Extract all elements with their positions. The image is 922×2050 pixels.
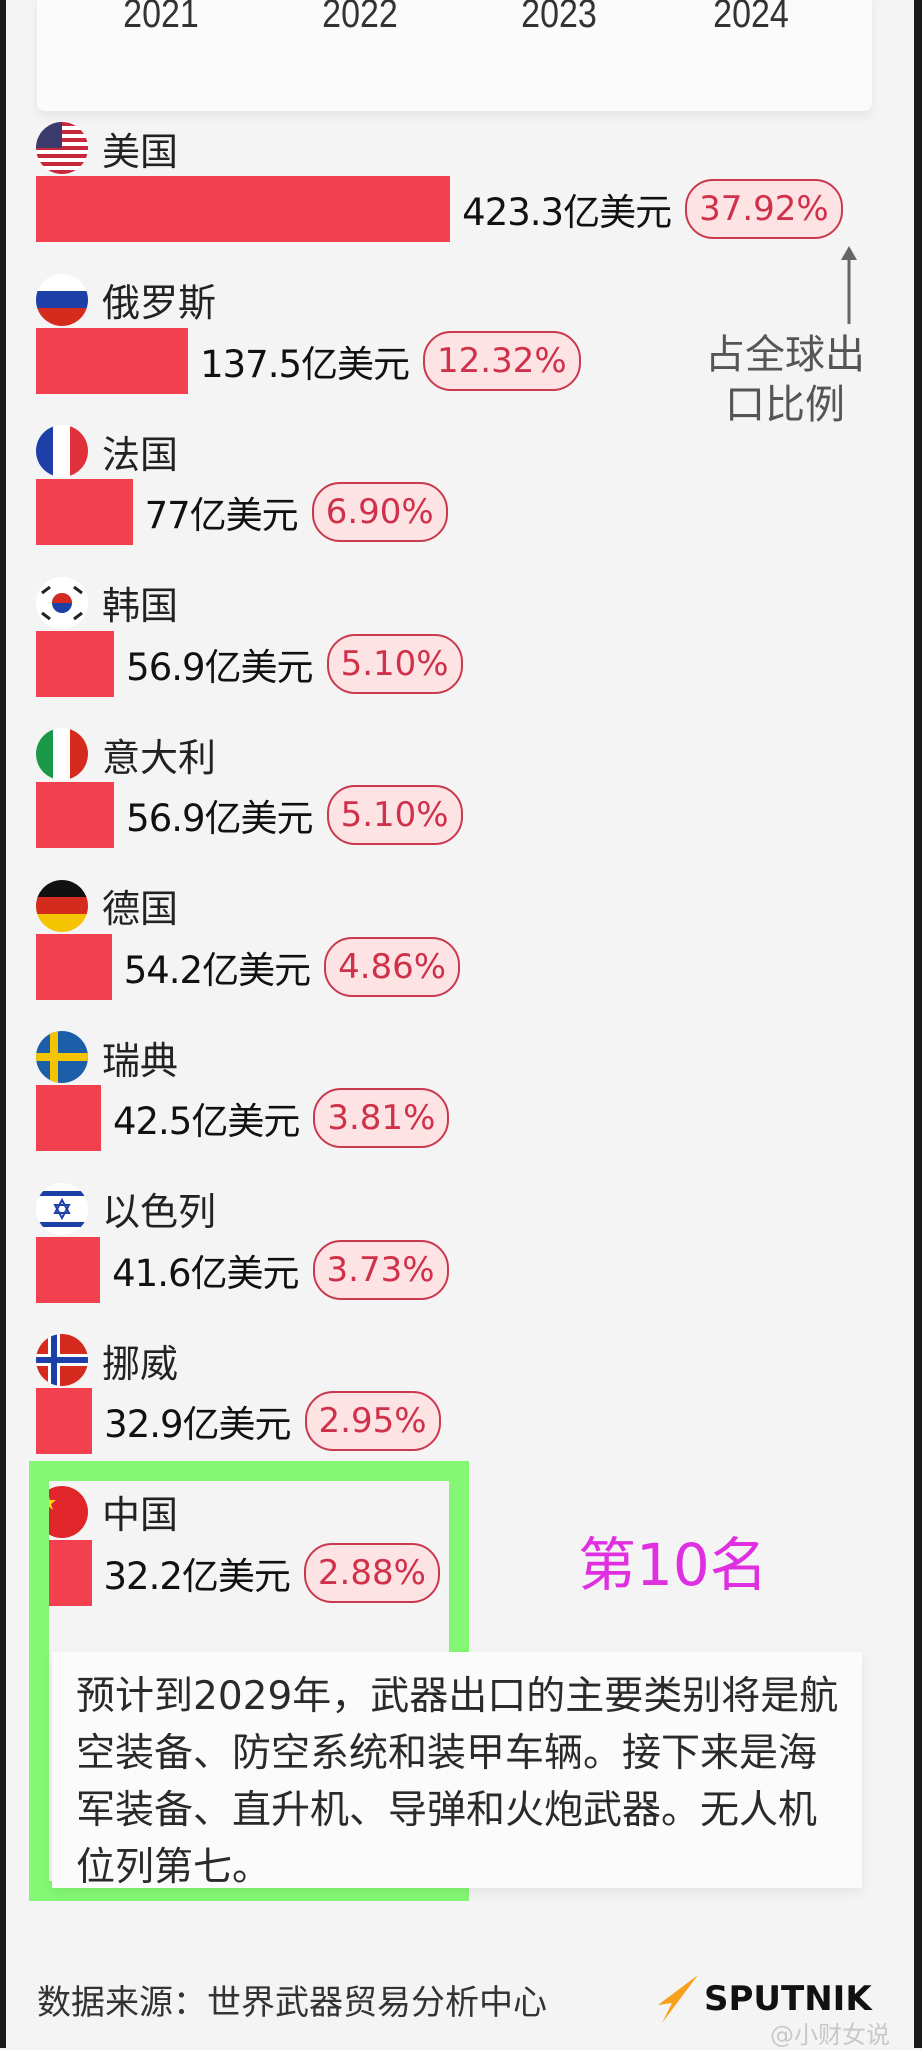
bar-row: 法国 77亿美元 6.90% — [36, 423, 896, 575]
share-badge: 5.10% — [326, 633, 463, 694]
row-header: 挪威 — [36, 1332, 178, 1388]
value-label: 56.9亿美元 — [126, 645, 313, 689]
france-flag-icon — [36, 425, 88, 477]
bar-line: 56.9亿美元 5.10% — [36, 630, 463, 697]
year-label: 2022 — [322, 0, 398, 36]
value-label: 77亿美元 — [144, 494, 299, 537]
row-header: 俄罗斯 — [36, 272, 216, 328]
row-header: 法国 — [36, 423, 178, 479]
country-name: 意大利 — [102, 735, 217, 780]
share-badge: 37.92% — [685, 179, 843, 239]
share-badge: 3.81% — [313, 1088, 450, 1148]
bar-row: 意大利 56.9亿美元 5.10% — [36, 726, 896, 878]
us-flag-icon — [36, 122, 88, 174]
value-label: 41.6亿美元 — [112, 1251, 299, 1295]
country-name: 以色列 — [102, 1190, 217, 1234]
share-badge: 2.95% — [304, 1391, 441, 1451]
row-header: 以色列 — [36, 1181, 216, 1237]
bar — [36, 1388, 93, 1454]
sweden-flag-icon — [36, 1031, 88, 1083]
share-badge: 2.88% — [303, 1542, 440, 1603]
year-label: 2021 — [123, 0, 199, 36]
sputnik-logo: SPUTNIK — [652, 1975, 872, 2023]
bar-line: 41.6亿美元 3.73% — [36, 1236, 449, 1303]
country-name: 中国 — [102, 1493, 179, 1537]
bar — [36, 327, 189, 394]
bar — [36, 782, 115, 848]
israel-flag-icon — [36, 1182, 88, 1235]
bar-line: 56.9亿美元 5.10% — [36, 782, 463, 848]
bar — [36, 479, 133, 545]
russia-flag-icon — [36, 273, 88, 326]
country-name: 美国 — [102, 129, 179, 174]
italy-flag-icon — [36, 728, 88, 780]
screen-edge-right — [914, 0, 922, 2048]
bar — [36, 630, 115, 697]
bar — [36, 1236, 101, 1303]
bar — [36, 176, 451, 242]
screen-edge-left — [0, 0, 6, 2048]
bar — [48, 1539, 92, 1606]
row-header: 意大利 — [36, 726, 216, 782]
norway-flag-icon — [36, 1334, 88, 1386]
value-label: 32.2亿美元 — [103, 1554, 291, 1598]
watermark: @小财女说 — [770, 2021, 890, 2049]
share-badge: 4.86% — [324, 936, 461, 997]
germany-flag-icon — [36, 879, 88, 932]
row-header: 德国 — [36, 878, 178, 934]
country-name: 挪威 — [102, 1341, 179, 1386]
sputnik-logo-icon — [658, 1975, 698, 2023]
value-label: 42.5亿美元 — [112, 1100, 300, 1143]
bar-row: 美国 423.3亿美元 37.92% — [36, 120, 896, 272]
country-name: 瑞典 — [102, 1038, 179, 1083]
value-label: 423.3亿美元 — [462, 191, 672, 234]
bar-line: 423.3亿美元 37.92% — [36, 176, 843, 242]
bar-row: 瑞典 42.5亿美元 3.81% — [36, 1029, 896, 1181]
bar-row: 韩国 56.9亿美元 5.10% — [36, 575, 896, 727]
row-header: 韩国 — [36, 575, 178, 631]
value-label: 56.9亿美元 — [126, 797, 313, 840]
bar-row: 以色列 41.6亿美元 3.73% — [36, 1181, 896, 1333]
bar-line: 32.9亿美元 2.95% — [36, 1388, 441, 1454]
logo-text: SPUTNIK — [704, 1979, 872, 2019]
row-header: 美国 — [36, 120, 178, 176]
share-badge: 12.32% — [423, 330, 581, 391]
bar-line: 42.5亿美元 3.81% — [36, 1085, 450, 1151]
country-name: 法国 — [102, 432, 179, 477]
country-name: 韩国 — [102, 584, 179, 628]
bar-line: 32.2亿美元 2.88% — [36, 1539, 440, 1606]
bar-row: 俄罗斯 137.5亿美元 12.32% — [36, 272, 896, 424]
share-badge: 5.10% — [326, 785, 463, 845]
rank-label: 第10名 — [578, 1531, 768, 1599]
row-header: 瑞典 — [36, 1029, 178, 1085]
year-label: 2023 — [521, 0, 597, 36]
note-card: 预计到2029年，武器出口的主要类别将是航空装备、防空系统和装甲车辆。接下来是海… — [52, 1652, 862, 1890]
share-annotation: 占全球出口比例 — [705, 332, 865, 428]
value-label: 32.9亿美元 — [104, 1403, 291, 1446]
south-korea-flag-icon — [36, 576, 88, 629]
bar-chart: 美国 423.3亿美元 37.92% 俄罗斯 137.5亿美元 12.32% 法国 77亿美元… — [36, 120, 896, 1635]
share-badge: 6.90% — [311, 482, 448, 542]
arrow-up-icon — [841, 246, 857, 324]
value-label: 54.2亿美元 — [123, 948, 311, 992]
year-label: 2024 — [713, 0, 789, 36]
data-source: 数据来源：世界武器贸易分析中心 — [37, 1983, 547, 2023]
bar-row: 中国 32.2亿美元 2.88% — [36, 1484, 896, 1636]
bar-line: 54.2亿美元 4.86% — [36, 933, 461, 1000]
country-name: 德国 — [102, 887, 179, 931]
year-axis-card: 2021 2022 2023 2024 — [37, 0, 872, 111]
bar-row: 德国 54.2亿美元 4.86% — [36, 878, 896, 1030]
bar-line: 77亿美元 6.90% — [36, 479, 448, 545]
value-label: 137.5亿美元 — [200, 342, 410, 386]
bar — [36, 933, 112, 1000]
bar — [36, 1085, 101, 1151]
country-name: 俄罗斯 — [102, 281, 217, 325]
share-badge: 3.73% — [312, 1239, 449, 1300]
bar-row: 挪威 32.9亿美元 2.95% — [36, 1332, 896, 1484]
bar-line: 137.5亿美元 12.32% — [36, 327, 581, 394]
note-text: 预计到2029年，武器出口的主要类别将是航空装备、防空系统和装甲车辆。接下来是海… — [76, 1674, 839, 1890]
